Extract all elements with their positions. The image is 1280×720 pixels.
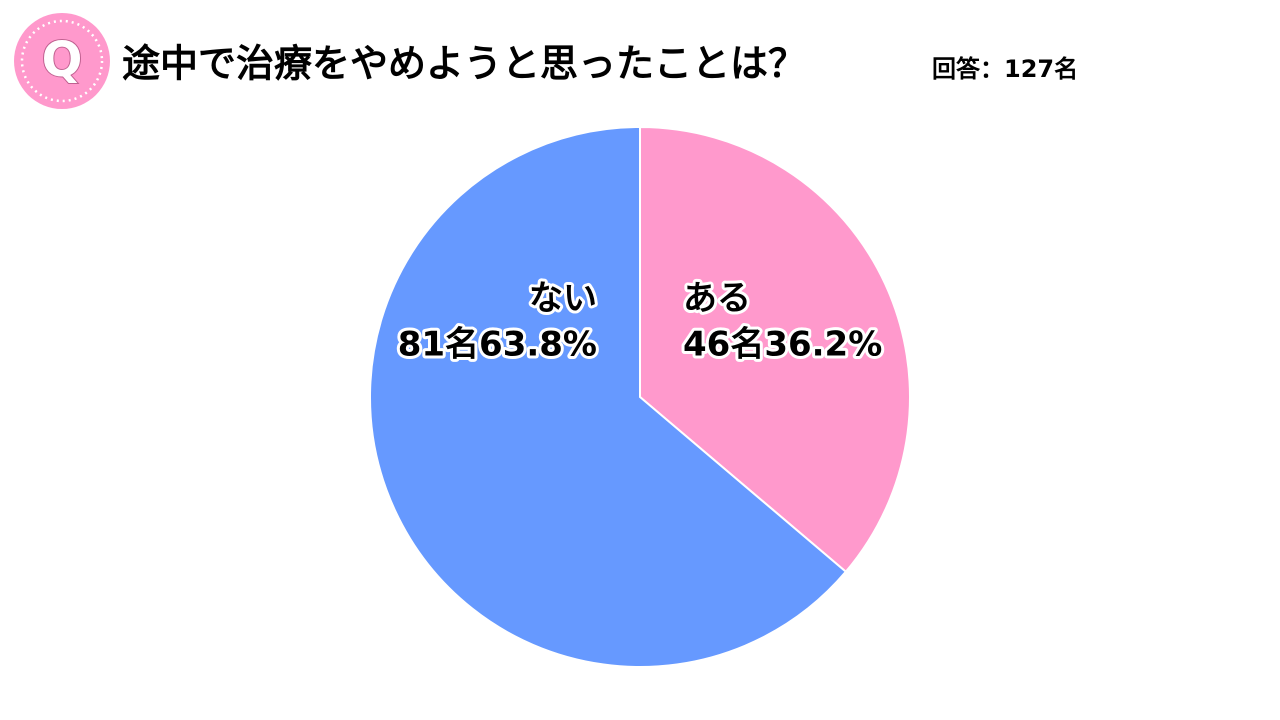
slice-category: ある [683, 279, 751, 319]
icon-letter: Q [42, 32, 83, 88]
slice-category: ない [529, 279, 597, 319]
pie-slice [639, 125, 911, 574]
pie-slice [369, 125, 848, 668]
q-icon: Q [14, 13, 110, 109]
slice-value-label: 81名63.8% [398, 325, 597, 365]
slice-value-label: 46名36.2% [683, 325, 882, 365]
chart-subtitle: 回答：127名 [932, 55, 1078, 83]
chart-title: 途中で治療をやめようと思ったことは？ [122, 42, 806, 86]
